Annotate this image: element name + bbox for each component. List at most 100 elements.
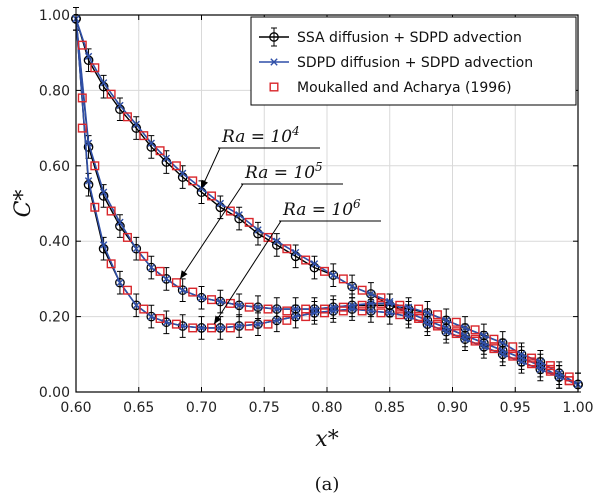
error-bar: [254, 221, 261, 246]
square-marker: [357, 300, 367, 310]
annotation-label: Ra = 104: [221, 124, 300, 147]
x-tick-label: 0.85: [374, 400, 405, 416]
square-marker: [489, 344, 499, 354]
x-marker: [480, 343, 488, 351]
square-marker: [545, 361, 555, 371]
x-marker: [517, 358, 526, 366]
x-marker: [147, 312, 155, 321]
square-marker: [414, 304, 424, 314]
error-bar: [148, 135, 155, 159]
x-marker: [499, 350, 507, 358]
square-marker: [376, 308, 386, 318]
x-marker: [99, 79, 108, 87]
square-marker: [122, 112, 132, 122]
x-marker: [162, 275, 171, 283]
x-marker: [178, 169, 187, 178]
circle-marker: [196, 292, 207, 303]
square-marker: [188, 323, 198, 333]
square-marker: [244, 321, 254, 331]
x-marker: [132, 301, 140, 309]
square-marker: [263, 304, 273, 314]
annotation-label: Ra = 106: [282, 197, 361, 220]
square-marker: [207, 323, 217, 333]
x-marker: [235, 301, 243, 309]
square-marker: [188, 287, 198, 297]
square-marker: [376, 293, 386, 303]
error-bar: [292, 244, 299, 269]
x-marker: [162, 154, 171, 162]
x-marker: [536, 358, 545, 366]
square-marker: [451, 329, 461, 339]
square-marker: [414, 313, 424, 323]
error-bar: [100, 74, 107, 99]
x-marker: [197, 324, 206, 332]
square-marker: [77, 123, 87, 133]
circle-marker: [215, 296, 226, 307]
square-marker: [225, 206, 235, 216]
x-marker: [147, 263, 155, 272]
y-tick-label: 1.00: [39, 8, 70, 24]
x-tick-label: 0.90: [437, 400, 468, 416]
square-marker: [188, 176, 198, 186]
y-tick-label: 0.40: [39, 234, 70, 250]
square-marker: [171, 161, 181, 171]
ra-annotation: Ra = 105: [179, 160, 343, 280]
x-marker: [310, 260, 319, 268]
series-curve: [77, 123, 574, 386]
circle-marker: [146, 262, 157, 273]
x-marker: [116, 278, 124, 287]
square-marker: [155, 266, 165, 276]
ra-annotation: Ra = 104: [201, 124, 320, 189]
ra-annotation: Ra = 106: [213, 197, 381, 325]
square-marker: [432, 321, 442, 331]
x-marker: [442, 316, 450, 325]
square-marker: [122, 232, 132, 242]
square-marker: [90, 161, 100, 171]
square-marker: [207, 191, 217, 201]
annotation-exponent: 4: [291, 124, 300, 138]
x-marker: [386, 299, 394, 308]
x-marker: [147, 139, 155, 147]
square-marker: [106, 89, 116, 99]
x-tick-label: 0.80: [311, 400, 342, 416]
x-marker: [273, 305, 281, 313]
square-marker: [489, 334, 499, 344]
square-marker: [171, 278, 181, 288]
square-marker: [395, 310, 405, 320]
x-marker: [423, 309, 432, 317]
x-marker: [99, 241, 108, 249]
x-marker: [235, 322, 243, 330]
x-tick-label: 0.95: [500, 400, 531, 416]
x-marker: [132, 245, 140, 253]
y-tick-label: 0.20: [39, 310, 70, 326]
square-marker: [269, 82, 279, 92]
square-marker: [171, 319, 181, 329]
annotation-arrowhead: [180, 270, 188, 279]
error-bar: [116, 97, 123, 122]
error-bar: [273, 233, 280, 257]
square-marker: [545, 366, 555, 376]
x-tick-label: 0.75: [249, 400, 280, 416]
legend-label: SDPD diffusion + SDPD advection: [297, 55, 533, 71]
square-marker: [282, 315, 292, 325]
x-marker: [555, 373, 563, 381]
legend-entry: Moukalled and Acharya (1996): [269, 80, 512, 96]
legend: SSA diffusion + SDPD advection SDPD diffu…: [250, 16, 577, 106]
square-marker: [225, 323, 235, 333]
x-marker: [99, 188, 108, 196]
x-marker: [178, 286, 187, 294]
square-marker: [282, 244, 292, 254]
circle-marker: [146, 311, 157, 322]
x-marker: [461, 335, 469, 343]
annotation-leader: [213, 220, 282, 325]
ticks: 0.60 0.65 0.70 0.75 0.80 0.85 0.90 0.95 1.00 0.00…: [39, 8, 593, 416]
square-marker: [395, 300, 405, 310]
x-marker: [254, 226, 262, 234]
x-marker: [404, 303, 413, 311]
x-marker: [329, 271, 337, 279]
square-marker: [90, 63, 100, 73]
x-tick-label: 0.60: [60, 400, 91, 416]
x-marker: [536, 365, 545, 374]
x-marker: [404, 312, 413, 321]
